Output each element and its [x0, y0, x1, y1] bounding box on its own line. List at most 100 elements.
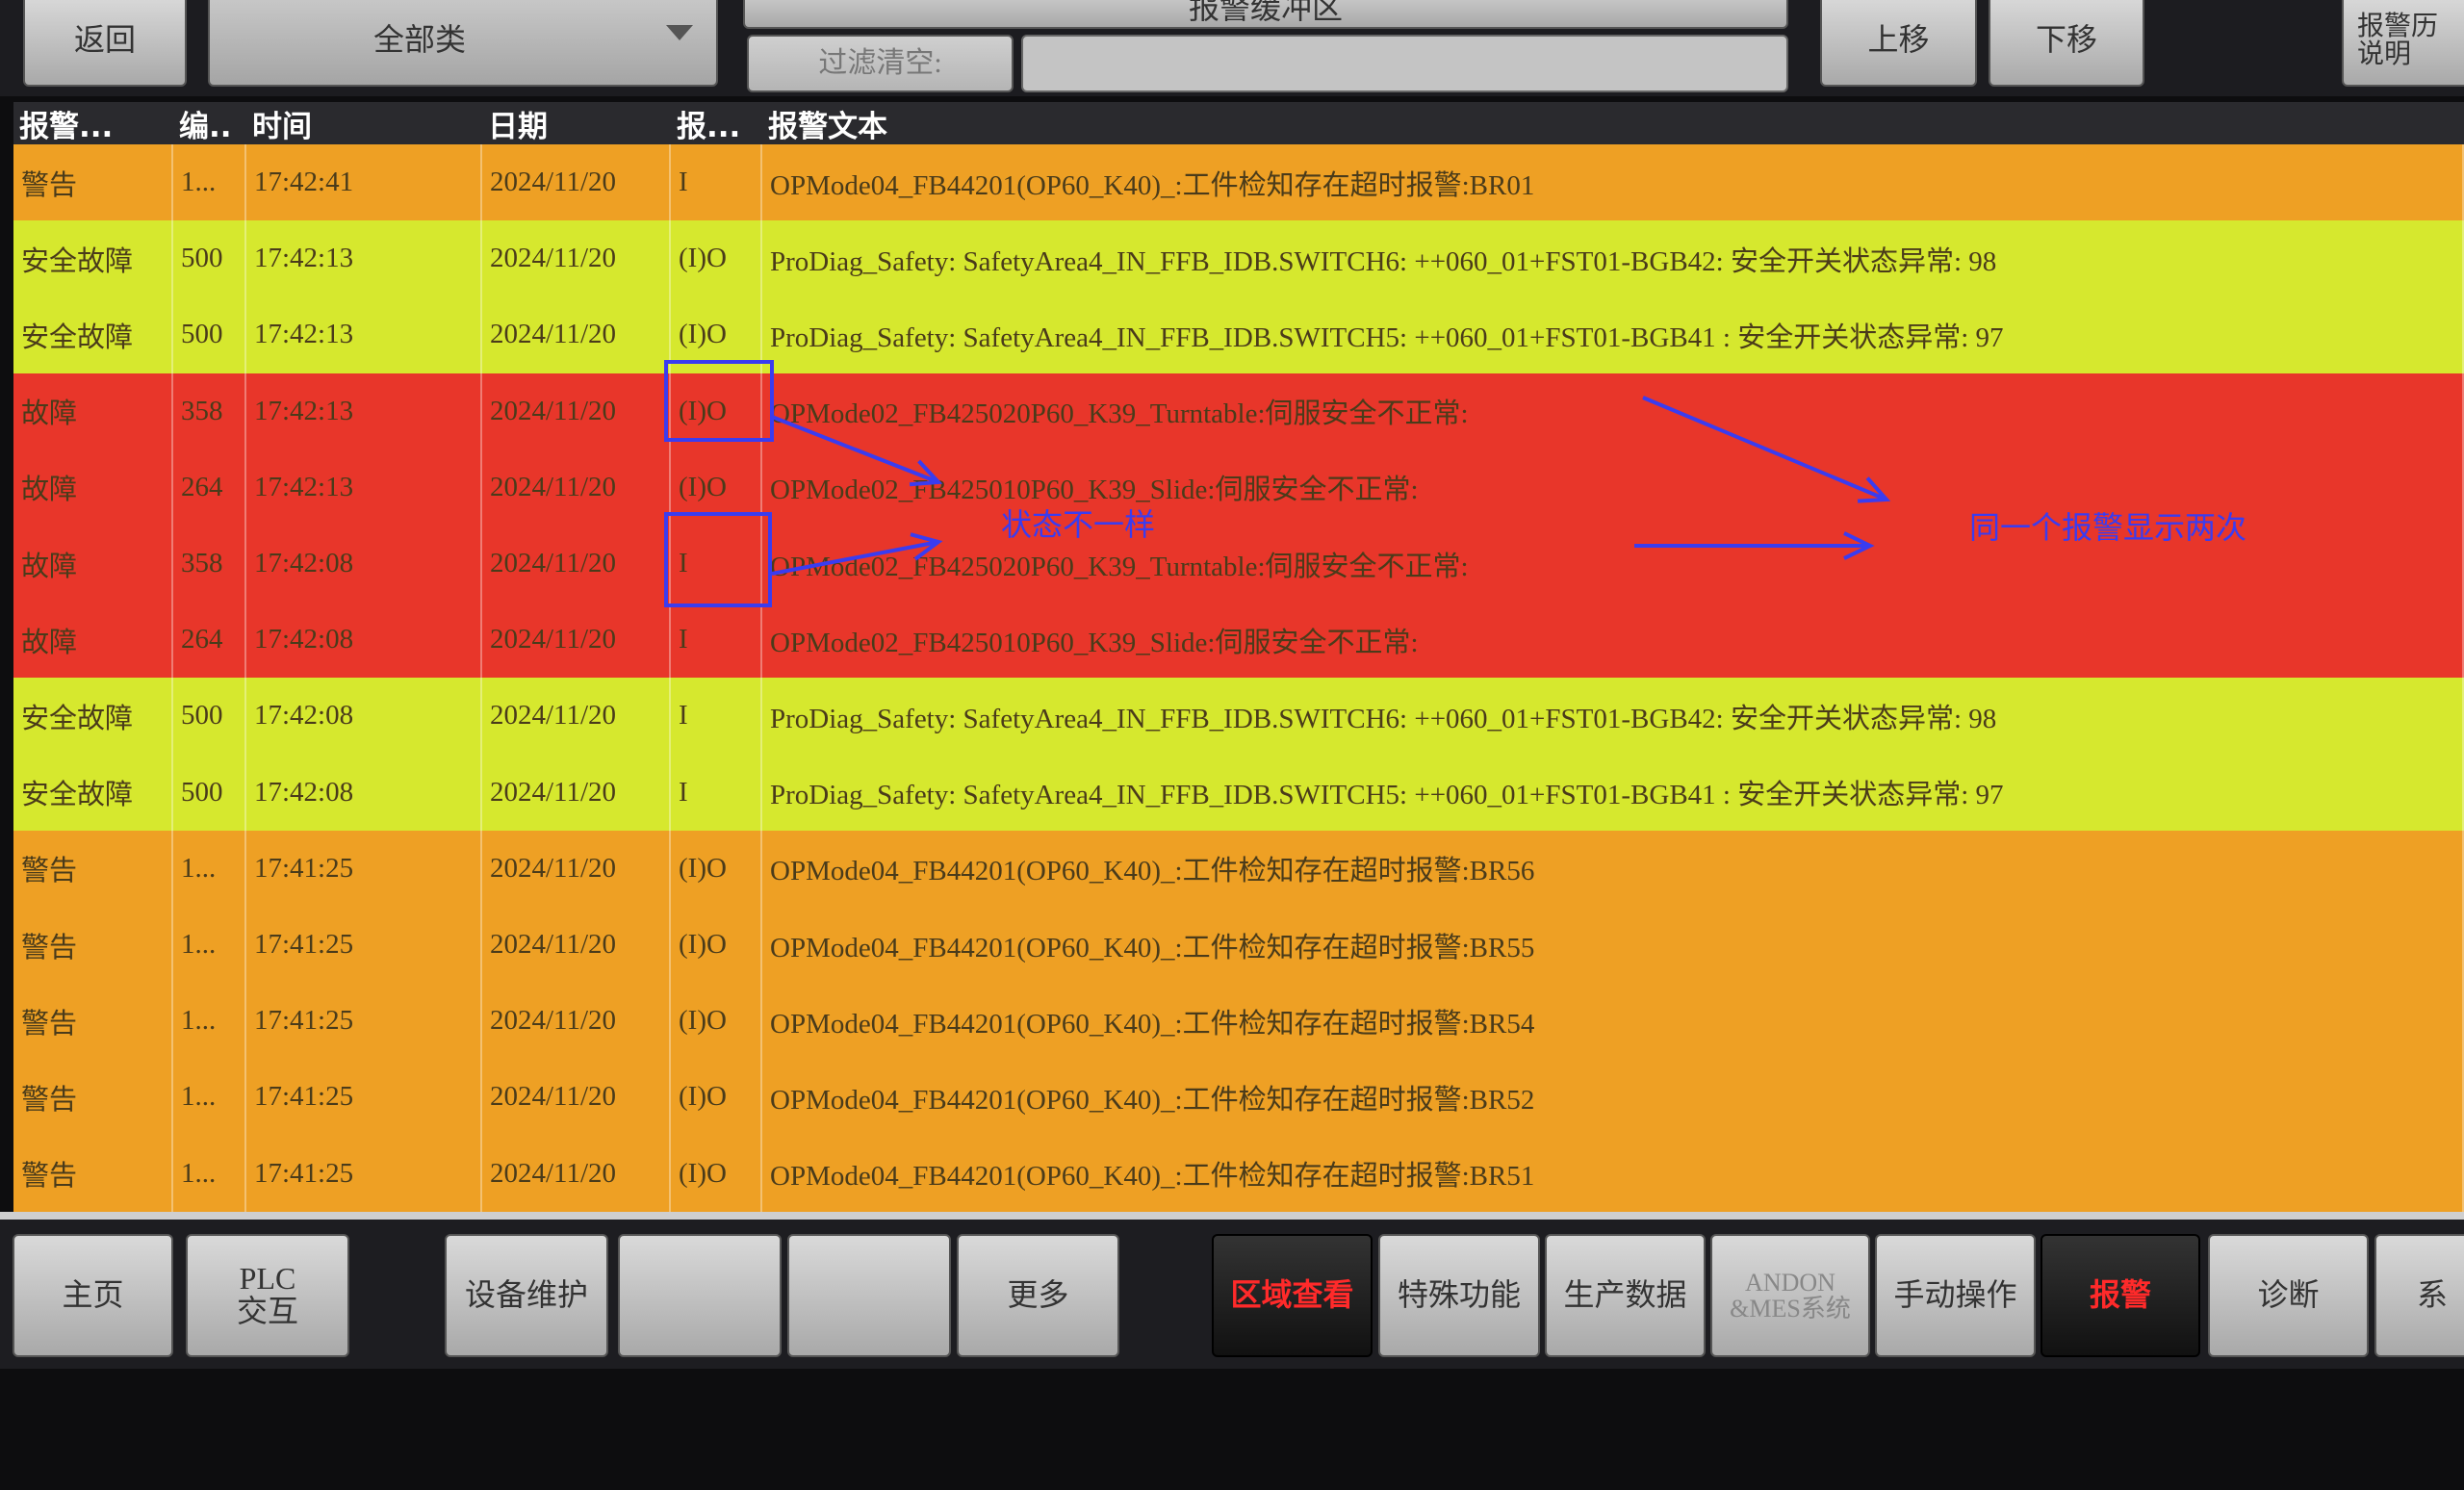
alarm-cell: 故障: [13, 602, 173, 679]
filter-clear[interactable]: 过滤清空:: [747, 35, 1014, 92]
label: 2024/11/20: [490, 776, 617, 808]
label: 说明: [2357, 39, 2412, 69]
alarm-row[interactable]: 安全故障 500 17:42:08 2024/11/20 I ProDiag_Safety…: [13, 678, 2464, 757]
annotation: 同一个报警显示两次: [1969, 509, 2246, 546]
alarm-cell: 2024/11/20: [482, 296, 671, 373]
nav-button[interactable]: ANDON &MES系统: [1710, 1234, 1870, 1357]
alarm-row[interactable]: 警告 1... 17:41:25 2024/11/20 (I)O OPMode04_FB4…: [13, 1059, 2464, 1138]
nav-button[interactable]: 报警: [2040, 1234, 2200, 1357]
label: 报警...: [19, 109, 114, 144]
alarm-row[interactable]: 警告 1... 17:42:41 2024/11/20 I OPMode04_FB4420…: [13, 144, 2464, 223]
label: I: [679, 776, 688, 808]
alarm-row[interactable]: 故障 264 17:42:08 2024/11/20 I OPMode02_FB42501…: [13, 602, 2464, 681]
arrow-head: [1857, 476, 1891, 503]
nav-button[interactable]: 设备维护: [445, 1234, 608, 1357]
label: OPMode04_FB44201(OP60_K40)_:工件检知存在超时报警:B…: [770, 856, 1535, 887]
label: 警告: [21, 1008, 78, 1040]
label: 17:41:25: [254, 1081, 354, 1113]
alarm-row[interactable]: 故障 358 17:42:08 2024/11/20 I OPMode02_FB42502…: [13, 526, 2464, 604]
label: 500: [181, 700, 223, 732]
alarm-cell: (I)O: [671, 296, 762, 373]
alarm-cell: ProDiag_Safety: SafetyArea4_IN_FFB_IDB.S…: [762, 678, 2464, 755]
alarm-cell: 安全故障: [13, 296, 173, 373]
label: I: [679, 700, 688, 732]
alarm-row[interactable]: 故障 264 17:42:13 2024/11/20 (I)O OPMode02_FB42…: [13, 449, 2464, 527]
alarm-cell: (I)O: [671, 220, 762, 297]
nav-button[interactable]: 手动操作: [1875, 1234, 2036, 1357]
nav-button[interactable]: 系: [2374, 1234, 2464, 1357]
alarm-cell: OPMode04_FB44201(OP60_K40)_:工件检知存在超时报警:B…: [762, 983, 2464, 1060]
nav-button[interactable]: 生产数据: [1545, 1234, 1706, 1357]
label: OPMode02_FB425020P60_K39_Turntable:伺服安全不…: [770, 551, 1469, 582]
alarm-cell: I: [671, 754, 762, 831]
nav-button[interactable]: 主页: [13, 1234, 173, 1357]
label: 警告: [21, 932, 78, 963]
alarm-cell: 安全故障: [13, 678, 173, 755]
label: 安全故障: [21, 321, 134, 353]
buffer-title[interactable]: 报警缓冲区: [743, 0, 1788, 29]
nav-button[interactable]: PLC 交互: [186, 1234, 349, 1357]
alarm-row[interactable]: 警告 1... 17:41:25 2024/11/20 (I)O OPMode04_FB4…: [13, 983, 2464, 1062]
back-button[interactable]: 返回: [23, 0, 187, 87]
label: 17:42:08: [254, 548, 354, 579]
nav-button[interactable]: 特殊功能: [1378, 1234, 1540, 1357]
label: ProDiag_Safety: SafetyArea4_IN_FFB_IDB.S…: [770, 321, 2004, 353]
label: OPMode02_FB425010P60_K39_Slide:伺服安全不正常:: [770, 627, 1419, 658]
alarm-cell: 264: [173, 449, 246, 526]
filter-input[interactable]: [1021, 35, 1788, 92]
label: 2024/11/20: [490, 1081, 617, 1113]
alarm-cell: 17:42:08: [246, 754, 482, 831]
alarm-row[interactable]: 警告 1... 17:41:25 2024/11/20 (I)O OPMode04_FB4…: [13, 1135, 2464, 1214]
label: 17:42:13: [254, 395, 354, 426]
alarm-row[interactable]: 警告 1... 17:41:25 2024/11/20 (I)O OPMode04_FB4…: [13, 830, 2464, 909]
header-cell: 日期: [482, 102, 671, 144]
move-down-button[interactable]: 下移: [1989, 0, 2144, 87]
label: 2024/11/20: [490, 852, 617, 884]
label: 2024/11/20: [490, 1157, 617, 1189]
alarm-row[interactable]: 安全故障 500 17:42:08 2024/11/20 I ProDiag_Safety…: [13, 754, 2464, 833]
label: 故障: [21, 551, 78, 582]
label: 安全故障: [21, 780, 134, 811]
label: 358: [181, 548, 223, 579]
alarm-cell: ProDiag_Safety: SafetyArea4_IN_FFB_IDB.S…: [762, 220, 2464, 297]
alarm-cell: 264: [173, 602, 246, 679]
label: 500: [181, 319, 223, 350]
alarm-cell: 警告: [13, 1059, 173, 1136]
label: 1...: [181, 1081, 217, 1113]
label: I: [679, 624, 688, 655]
nav-button[interactable]: 区域查看: [1212, 1234, 1373, 1357]
arrow: [1642, 396, 1887, 501]
label: 设备维护: [464, 1277, 588, 1313]
label: 2024/11/20: [490, 1005, 617, 1037]
alarm-cell: 故障: [13, 449, 173, 526]
label: 手动操作: [1893, 1277, 2017, 1313]
alarm-row[interactable]: 警告 1... 17:41:25 2024/11/20 (I)O OPMode04_FB4…: [13, 907, 2464, 986]
alarm-cell: (I)O: [671, 830, 762, 907]
nav-button[interactable]: 更多: [957, 1234, 1119, 1357]
blank-nav-button[interactable]: [618, 1234, 782, 1357]
alarm-cell: 2024/11/20: [482, 754, 671, 831]
label: 2024/11/20: [490, 319, 617, 350]
label: 17:41:25: [254, 852, 354, 884]
alarm-cell: 警告: [13, 983, 173, 1060]
blank-nav-button[interactable]: [787, 1234, 951, 1357]
category-dropdown[interactable]: 全部类: [208, 0, 718, 87]
nav-button[interactable]: 诊断: [2208, 1234, 2369, 1357]
alarm-cell: 358: [173, 372, 246, 450]
label: (I)O: [679, 852, 727, 884]
dropdown-arrow: [666, 25, 693, 40]
move-up-button[interactable]: 上移: [1820, 0, 1977, 87]
alarm-cell: 17:42:13: [246, 372, 482, 450]
label: (I)O: [679, 1081, 727, 1113]
label: 17:42:13: [254, 471, 354, 502]
label: ProDiag_Safety: SafetyArea4_IN_FFB_IDB.S…: [770, 245, 1997, 277]
alarm-history-button[interactable]: 报警历 说明: [2342, 0, 2464, 87]
alarm-row[interactable]: 安全故障 500 17:42:13 2024/11/20 (I)O ProDiag_Saf…: [13, 220, 2464, 299]
alarm-cell: 2024/11/20: [482, 602, 671, 679]
highlight-box: [664, 512, 772, 607]
alarm-cell: 1...: [173, 983, 246, 1060]
alarm-cell: OPMode02_FB425020P60_K39_Turntable:伺服安全不…: [762, 372, 2464, 450]
label: 警告: [21, 169, 78, 201]
